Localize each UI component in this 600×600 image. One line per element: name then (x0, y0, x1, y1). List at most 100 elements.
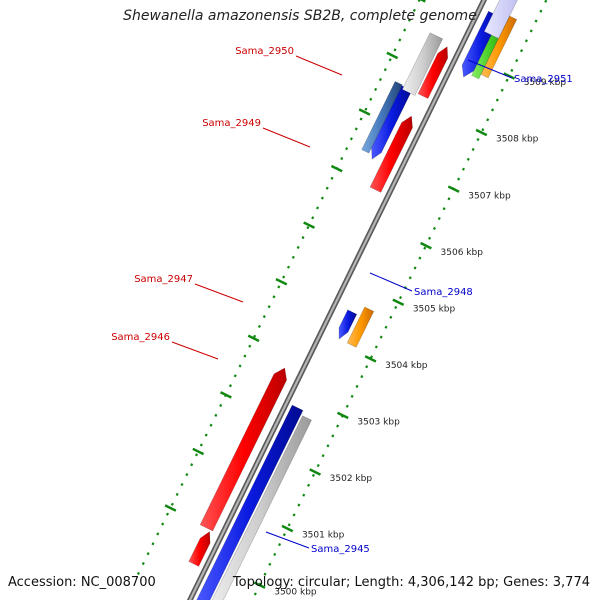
kbp-tick-mark (192, 447, 205, 456)
dot-mark (277, 285, 281, 289)
dot-mark (316, 463, 320, 468)
leader-line (194, 283, 244, 303)
dot-mark (544, 0, 548, 3)
topology-text: Topology: circular; Length: 4,306,142 bp… (232, 575, 590, 590)
dot-mark (403, 28, 407, 32)
kbp-tick-label: 3505 kbp (413, 304, 456, 314)
dot-mark (292, 513, 296, 517)
dot-mark (364, 107, 368, 111)
dot-mark (529, 29, 533, 33)
dot-mark (195, 453, 199, 457)
leader-line (171, 341, 219, 360)
dot-mark (257, 324, 261, 329)
kbp-tick-mark (303, 221, 316, 229)
dot-mark (263, 572, 267, 576)
dot-mark (291, 255, 295, 259)
dot-mark (282, 533, 286, 537)
kbp-tick-mark (253, 581, 266, 589)
dot-mark (296, 245, 300, 249)
dot-mark (311, 216, 315, 220)
dot-mark (408, 276, 412, 280)
leader-line (467, 59, 513, 79)
dot-mark (243, 354, 247, 358)
dot-mark (238, 364, 242, 368)
dot-mark (374, 345, 378, 349)
dot-mark (175, 492, 179, 496)
kbp-tick-label: 3503 kbp (357, 418, 400, 428)
dot-mark (345, 404, 349, 408)
kbp-tick-mark (386, 51, 399, 60)
dot-mark (374, 87, 378, 91)
dot-mark (384, 325, 388, 329)
leader-line (295, 55, 343, 76)
gene-label-forward: Sama_2947 (134, 274, 193, 285)
kbp-tick-mark (219, 391, 232, 399)
leader-line (265, 531, 310, 549)
dot-mark (307, 483, 311, 487)
kbp-tick-mark (330, 164, 343, 173)
leader-line (262, 127, 311, 148)
gene-feature-sama-2947 (199, 367, 287, 532)
dot-mark (379, 335, 383, 339)
dot-mark (378, 77, 382, 82)
gene-feature-sama-2946 (188, 531, 211, 567)
dot-mark (316, 206, 320, 210)
gene-label-forward: Sama_2950 (235, 46, 294, 57)
dot-mark (345, 147, 349, 151)
kbp-tick-label: 3506 kbp (441, 248, 484, 258)
dot-mark (365, 365, 369, 369)
kbp-tick-label: 3507 kbp (468, 191, 511, 201)
gene-feature-gray-upper (401, 32, 444, 96)
dot-mark (301, 235, 305, 240)
dot-mark (466, 157, 470, 161)
gene-feature-sama-2950 (417, 46, 449, 99)
dot-mark (272, 295, 276, 299)
dot-mark (461, 167, 465, 171)
dot-mark (423, 246, 427, 250)
dot-mark (209, 423, 213, 427)
gene-feature-steel (361, 80, 403, 154)
gene-label-forward: Sama_2949 (202, 118, 261, 129)
dot-mark (500, 88, 504, 92)
gene-feature-gray-lower (211, 415, 312, 600)
gene-feature-blue-mid (338, 309, 358, 340)
dot-mark (534, 19, 538, 23)
kbp-tick-mark (447, 185, 460, 193)
kbp-tick-mark (503, 72, 516, 80)
dot-mark (219, 403, 223, 408)
dot-mark (539, 9, 543, 13)
dot-mark (520, 49, 524, 53)
dot-mark (190, 463, 194, 467)
dot-mark (336, 424, 340, 428)
kbp-tick-mark (309, 468, 322, 476)
dot-mark (326, 444, 330, 448)
dot-mark (481, 128, 485, 132)
dot-mark (505, 78, 509, 82)
dot-mark (383, 68, 387, 72)
dot-mark (340, 156, 344, 161)
dot-mark (199, 443, 203, 447)
dot-mark (253, 334, 257, 338)
dot-mark (495, 98, 499, 102)
dot-mark (321, 454, 325, 458)
dot-mark (389, 315, 393, 319)
dot-mark (388, 58, 392, 62)
dot-mark (407, 18, 412, 22)
dot-mark (228, 384, 232, 388)
dot-mark (248, 344, 252, 348)
gene-label-forward: Sama_2946 (111, 332, 170, 343)
gene-feature-sama-2945 (196, 404, 304, 600)
kbp-tick-label: 3502 kbp (330, 474, 373, 484)
dot-mark (262, 315, 266, 319)
kbp-tick-mark (336, 411, 349, 420)
dot-mark (360, 375, 364, 379)
accession-text: Accession: NC_008700 (8, 575, 156, 590)
dot-mark (156, 532, 160, 536)
dot-mark (476, 137, 480, 142)
dot-mark (267, 305, 271, 309)
gene-feature-sama-2948 (346, 306, 375, 348)
kbp-tick-mark (275, 277, 288, 286)
dot-mark (136, 571, 140, 575)
dot-mark (369, 355, 374, 359)
dot-mark (325, 186, 329, 190)
